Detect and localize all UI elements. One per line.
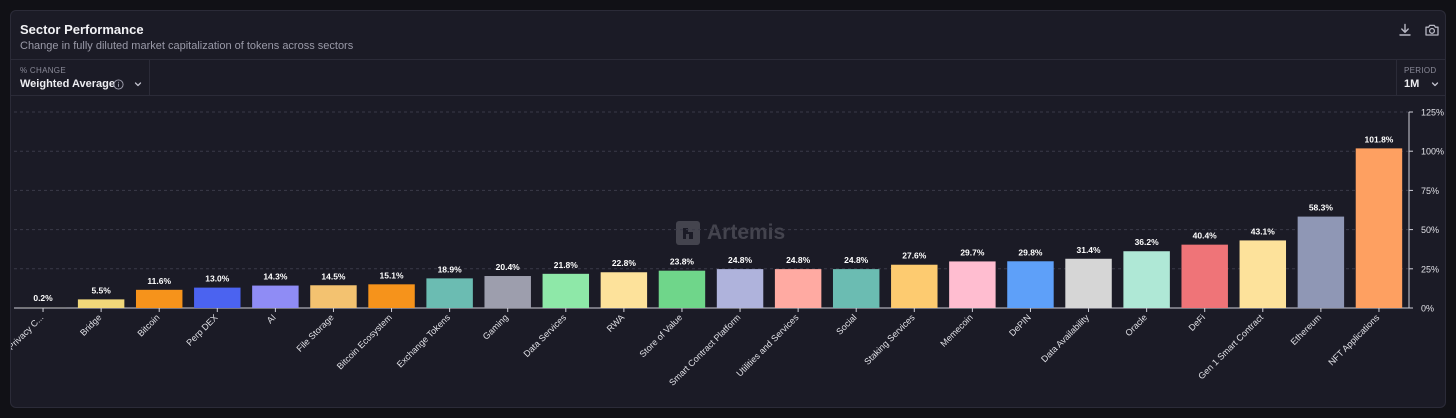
change-type-value: Weighted Average (20, 78, 115, 90)
y-tick-label: 0% (1421, 304, 1434, 314)
x-tick-label: RWA (605, 312, 627, 334)
y-tick-label: 100% (1421, 147, 1444, 157)
data-label: 11.6% (147, 276, 171, 286)
bar (1065, 258, 1112, 308)
data-label: 24.8% (786, 255, 811, 265)
bar (542, 273, 590, 308)
data-label: 29.7% (960, 247, 985, 257)
bar (194, 287, 241, 308)
x-tick-label: Bitcoin (135, 312, 161, 338)
artemis-logo-icon (676, 221, 700, 245)
y-tick-label: 125% (1421, 108, 1444, 118)
data-label: 0.2% (33, 293, 53, 303)
bar (832, 269, 880, 308)
bar (19, 307, 67, 308)
change-type-label: % CHANGE (20, 66, 66, 75)
bar (1181, 244, 1228, 308)
y-tick-label: 25% (1421, 264, 1439, 274)
chart-panel: Sector Performance Change in fully dilut… (10, 10, 1446, 408)
y-tick-label: 50% (1421, 225, 1439, 235)
change-type-dropdown[interactable]: % CHANGE Weighted Average (11, 60, 150, 96)
x-tick-label: Memecoin (938, 312, 974, 348)
data-label: 27.6% (902, 251, 927, 261)
x-tick-label: DeFi (1187, 312, 1208, 333)
bar (252, 285, 299, 308)
info-icon[interactable] (113, 79, 124, 90)
data-label: 31.4% (1076, 245, 1101, 255)
data-label: 29.8% (1018, 247, 1043, 257)
bar (77, 299, 125, 308)
data-label: 14.5% (321, 271, 346, 281)
x-tick-label: Gen 1 Smart Contract (1196, 312, 1265, 381)
bar (135, 289, 183, 308)
data-label: 101.8% (1365, 134, 1394, 144)
y-tick-label: 75% (1421, 186, 1439, 196)
bar (426, 278, 473, 308)
data-label: 22.8% (612, 258, 637, 268)
data-label: 24.8% (728, 255, 753, 265)
period-dropdown[interactable]: PERIOD 1M (1396, 60, 1445, 96)
x-tick-label: Oracle (1123, 312, 1149, 338)
bar (1239, 240, 1287, 308)
x-tick-label: AI (265, 312, 278, 325)
x-tick-label: Utilities and Services (734, 312, 800, 378)
data-label: 24.8% (844, 255, 869, 265)
period-value: 1M (1404, 78, 1420, 90)
chevron-down-icon (1431, 82, 1439, 87)
x-tick-label: Data Services (522, 312, 569, 359)
data-label: 36.2% (1135, 237, 1160, 247)
page-subtitle: Change in fully diluted market capitaliz… (20, 40, 354, 52)
camera-icon[interactable] (1424, 22, 1440, 38)
page-title: Sector Performance (20, 22, 144, 37)
period-label: PERIOD (1404, 66, 1437, 75)
watermark-text: Artemis (707, 221, 786, 244)
watermark: Artemis (675, 220, 785, 246)
x-tick-label: Store of Value (637, 312, 684, 359)
data-label: 13.0% (205, 274, 230, 284)
x-tick-label: Ethereum (1289, 312, 1324, 347)
chart-area: Artemis 0% 25% 50% 75% 100% 125% 0.2% Privacy C… (11, 97, 1445, 407)
x-tick-label: Social (834, 312, 858, 336)
x-tick-label: File Storage (294, 312, 335, 353)
panel-header: Sector Performance Change in fully dilut… (11, 11, 1445, 59)
data-label: 23.8% (670, 257, 695, 267)
controls-bar: % CHANGE Weighted Average PERIOD 1M (11, 59, 1445, 96)
bar (368, 284, 415, 308)
x-tick-label: Gaming (481, 312, 510, 341)
x-tick-label: Exchange Tokens (395, 312, 453, 370)
bar (774, 269, 822, 308)
x-tick-label: Bridge (78, 312, 103, 337)
bar (716, 269, 764, 308)
bar (484, 276, 531, 308)
bar (1123, 251, 1170, 308)
data-label: 15.1% (379, 270, 404, 280)
data-label: 40.4% (1193, 231, 1218, 241)
data-label: 14.3% (263, 272, 288, 282)
data-label: 20.4% (496, 262, 521, 272)
x-tick-label: Bitcoin Ecosystem (335, 312, 394, 371)
bar (600, 272, 648, 308)
data-label: 21.8% (554, 260, 579, 270)
x-tick-label: Staking Services (862, 312, 917, 367)
bar (949, 261, 996, 308)
x-tick-label: Perp DEX (184, 312, 219, 347)
bar (891, 264, 938, 308)
bar (658, 270, 706, 308)
x-tick-label: Privacy C... (11, 312, 45, 352)
data-label: 5.5% (91, 285, 111, 295)
data-label: 43.1% (1251, 226, 1276, 236)
download-icon[interactable] (1397, 22, 1413, 38)
bar (1007, 261, 1054, 308)
x-tick-label: NFT Applications (1326, 312, 1381, 367)
data-label: 58.3% (1309, 203, 1334, 213)
chevron-down-icon (134, 82, 142, 87)
data-label: 18.9% (438, 264, 463, 274)
bar (1297, 216, 1345, 308)
x-tick-label: DePIN (1007, 312, 1033, 338)
x-tick-label: Data Availability (1039, 312, 1091, 364)
bar (1355, 148, 1403, 308)
bar (310, 285, 357, 308)
bar-chart: 0% 25% 50% 75% 100% 125% 0.2% Privacy C... 5.5% B… (11, 108, 1444, 388)
